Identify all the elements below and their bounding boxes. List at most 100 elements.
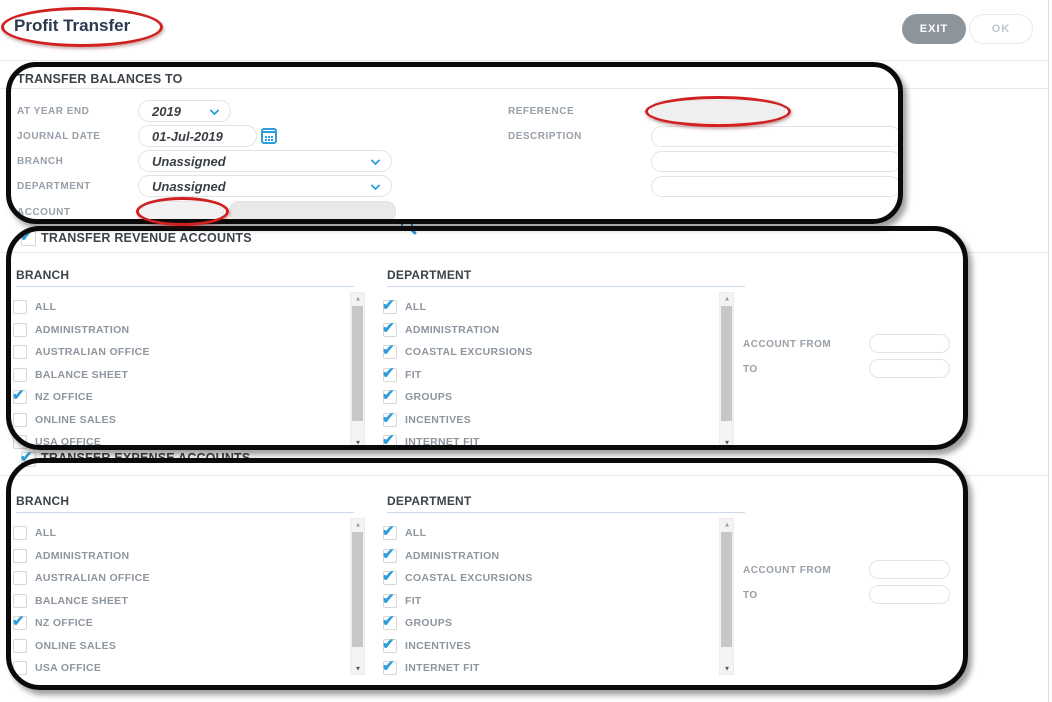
- checkbox-icon[interactable]: [13, 548, 27, 563]
- description-input-2[interactable]: [651, 151, 901, 172]
- checkbox-icon[interactable]: [12, 386, 27, 404]
- revenue-branch-scrollbar[interactable]: [350, 292, 365, 449]
- checkbox-icon[interactable]: [13, 570, 27, 585]
- list-item-expense-branch[interactable]: ALL: [13, 522, 56, 543]
- checkbox-icon[interactable]: [13, 525, 27, 540]
- list-item-label: BALANCE SHEET: [35, 368, 129, 381]
- department-select[interactable]: Unassigned: [138, 175, 392, 197]
- list-item-revenue-department[interactable]: ADMINISTRATION: [382, 319, 499, 340]
- list-item-expense-branch[interactable]: ADMINISTRATION: [13, 545, 129, 566]
- list-item-revenue-branch[interactable]: NZ OFFICE: [12, 386, 93, 407]
- checkbox-icon: [20, 448, 36, 467]
- checkbox-icon[interactable]: [382, 296, 397, 314]
- list-item-expense-branch[interactable]: ONLINE SALES: [13, 635, 116, 656]
- year-end-label: AT YEAR END: [17, 106, 90, 117]
- scrollbar-thumb[interactable]: [352, 532, 363, 647]
- list-item-label: COASTAL EXCURSIONS: [405, 345, 533, 358]
- list-item-revenue-department[interactable]: FIT: [382, 364, 422, 385]
- checkbox-icon[interactable]: [382, 319, 397, 337]
- list-item-label: GROUPS: [405, 390, 453, 403]
- checkbox-icon[interactable]: [13, 299, 27, 314]
- list-item-expense-department[interactable]: GROUPS: [382, 612, 452, 633]
- expense-account-from-input[interactable]: [869, 560, 950, 579]
- list-item-expense-department[interactable]: INCENTIVES: [382, 635, 471, 656]
- list-item-label: BALANCE SHEET: [35, 594, 129, 607]
- list-item-revenue-branch[interactable]: BALANCE SHEET: [13, 364, 128, 385]
- checkbox-icon[interactable]: [13, 367, 27, 382]
- checkbox-icon[interactable]: [13, 322, 27, 337]
- scrollbar-thumb[interactable]: [352, 306, 363, 421]
- checkbox-icon[interactable]: [382, 567, 397, 585]
- list-item-expense-branch[interactable]: NZ OFFICE: [12, 612, 93, 633]
- list-item-expense-branch[interactable]: BALANCE SHEET: [13, 590, 128, 611]
- checkbox-icon[interactable]: [382, 409, 397, 427]
- checkbox-icon[interactable]: [12, 612, 27, 630]
- scrollbar-thumb[interactable]: [721, 532, 732, 647]
- list-item-expense-department[interactable]: INTERNET FIT: [382, 657, 480, 678]
- revenue-section-checkbox[interactable]: [20, 227, 36, 246]
- exit-button[interactable]: EXIT: [902, 14, 966, 44]
- list-item-expense-department[interactable]: ADMINISTRATION: [382, 545, 499, 566]
- journal-date-input[interactable]: 01-Jul-2019: [138, 125, 257, 147]
- list-item-revenue-branch[interactable]: ONLINE SALES: [13, 409, 116, 430]
- account-lookup-input[interactable]: [229, 201, 396, 222]
- branch-select[interactable]: Unassigned: [138, 150, 392, 172]
- list-item-expense-department[interactable]: FIT: [382, 590, 422, 611]
- list-item-revenue-department[interactable]: INCENTIVES: [382, 409, 471, 430]
- expense-branch-scrollbar[interactable]: [350, 518, 365, 675]
- checkbox-icon[interactable]: [382, 545, 397, 563]
- list-item-label: ONLINE SALES: [35, 639, 117, 652]
- revenue-account-to-label: TO: [743, 364, 758, 375]
- account-code-input[interactable]: [141, 201, 224, 222]
- checkbox-icon[interactable]: [382, 386, 397, 404]
- branch-value: Unassigned: [152, 153, 226, 169]
- checkbox-icon[interactable]: [382, 612, 397, 630]
- scrollbar-thumb[interactable]: [721, 306, 732, 421]
- list-item-revenue-branch[interactable]: ALL: [13, 296, 56, 317]
- list-item-revenue-department[interactable]: ALL: [382, 296, 426, 317]
- checkbox-icon[interactable]: [382, 635, 397, 653]
- checkbox-icon[interactable]: [13, 412, 27, 427]
- checkbox-icon[interactable]: [13, 660, 27, 675]
- checkbox-icon[interactable]: [382, 522, 397, 540]
- section-header-balances: TRANSFER BALANCES TO: [17, 72, 183, 86]
- description-input-1[interactable]: [651, 126, 901, 147]
- list-item-revenue-department[interactable]: GROUPS: [382, 386, 453, 407]
- checkbox-icon: [20, 227, 36, 246]
- description-input-3[interactable]: [651, 176, 901, 197]
- calendar-icon[interactable]: [261, 128, 277, 144]
- list-item-revenue-department[interactable]: INTERNET FIT: [382, 431, 480, 452]
- list-item-expense-department[interactable]: COASTAL EXCURSIONS: [382, 567, 533, 588]
- revenue-account-from-input[interactable]: [869, 334, 950, 353]
- checkbox-icon[interactable]: [13, 593, 27, 608]
- list-item-label: ALL: [405, 526, 427, 539]
- search-icon[interactable]: [401, 219, 413, 231]
- list-item-expense-department[interactable]: ALL: [382, 522, 427, 543]
- list-item-revenue-branch[interactable]: ADMINISTRATION: [13, 319, 129, 340]
- ok-button[interactable]: OK: [969, 14, 1033, 44]
- expense-account-to-input[interactable]: [869, 585, 950, 604]
- expense-section-checkbox[interactable]: [20, 448, 36, 467]
- year-end-select[interactable]: 2019: [138, 100, 231, 122]
- department-label: DEPARTMENT: [17, 181, 91, 192]
- checkbox-icon[interactable]: [382, 657, 397, 675]
- checkbox-icon[interactable]: [13, 344, 27, 359]
- list-item-revenue-department[interactable]: COASTAL EXCURSIONS: [382, 341, 533, 362]
- expense-department-scrollbar[interactable]: [719, 518, 734, 675]
- reference-input[interactable]: [651, 100, 785, 123]
- checkbox-icon[interactable]: [382, 431, 397, 449]
- revenue-account-to-input[interactable]: [869, 359, 950, 378]
- divider: [0, 60, 1048, 61]
- checkbox-icon[interactable]: [382, 590, 397, 608]
- revenue-department-scrollbar[interactable]: [719, 292, 734, 449]
- list-item-expense-branch[interactable]: AUSTRALIAN OFFICE: [13, 567, 150, 588]
- checkbox-icon[interactable]: [13, 434, 27, 449]
- list-item-label: ALL: [35, 300, 57, 313]
- list-item-label: ALL: [35, 526, 57, 539]
- checkbox-icon[interactable]: [382, 364, 397, 382]
- list-item-revenue-branch[interactable]: AUSTRALIAN OFFICE: [13, 341, 150, 362]
- list-item-expense-branch[interactable]: USA OFFICE: [13, 657, 101, 678]
- checkbox-icon[interactable]: [382, 341, 397, 359]
- checkbox-icon[interactable]: [13, 638, 27, 653]
- expense-department-header: DEPARTMENT: [387, 494, 472, 508]
